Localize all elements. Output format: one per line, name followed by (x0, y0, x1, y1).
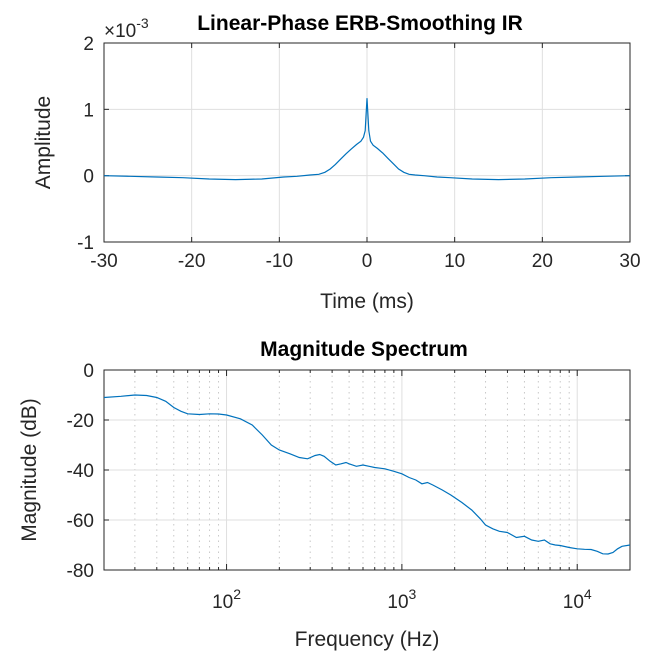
spectrum-x-axis-label: Frequency (Hz) (295, 628, 440, 651)
ir-y-exponent: ×10-3 (104, 15, 149, 42)
ir-y-tick-label: 0 (83, 167, 94, 188)
spectrum-x-tick-label: 102 (212, 586, 241, 613)
ir-x-axis-label: Time (ms) (320, 290, 414, 313)
ir-series-line (103, 98, 631, 181)
spectrum-x-tick-base: 10 (212, 592, 233, 613)
spectrum-x-tick-power: 3 (409, 586, 417, 602)
spectrum-x-tick-power: 2 (233, 586, 241, 602)
spectrum-title: Magnitude Spectrum (260, 338, 468, 361)
ir-x-tick-label: 10 (444, 251, 465, 272)
spectrum-y-tick-label: -20 (67, 411, 94, 432)
ir-title: Linear-Phase ERB-Smoothing IR (197, 12, 523, 35)
ir-y-exponent-base: ×10 (104, 21, 136, 42)
spectrum-y-tick-label: -60 (67, 511, 94, 532)
spectrum-x-tick-base: 10 (563, 592, 584, 613)
ir-y-tick-label: 1 (83, 100, 94, 121)
ir-x-tick-label: 30 (619, 251, 640, 272)
ir-x-tick-label: -30 (90, 251, 117, 272)
ir-y-tick-label: 2 (83, 34, 94, 55)
ir-x-tick-label: 20 (532, 251, 553, 272)
ir-x-tick-label: -20 (178, 251, 205, 272)
ir-y-exponent-power: -3 (136, 15, 149, 31)
ir-y-axis-label: Amplitude (32, 96, 55, 189)
spectrum-y-tick-label: -40 (67, 461, 94, 482)
spectrum-y-axis-label: Magnitude (dB) (18, 398, 41, 542)
spectrum-y-tick-label: -80 (67, 561, 94, 582)
spectrum-y-tick-label: 0 (83, 361, 94, 382)
spectrum-x-tick-label: 103 (387, 586, 416, 613)
ir-x-tick-label: -10 (266, 251, 293, 272)
spectrum-x-tick-label: 104 (563, 586, 592, 613)
spectrum-x-tick-base: 10 (387, 592, 408, 613)
spectrum-series-line (103, 394, 631, 555)
ir-x-tick-label: 0 (362, 251, 373, 272)
spectrum-x-tick-power: 4 (584, 586, 592, 602)
ir-y-tick-label: -1 (77, 233, 94, 254)
